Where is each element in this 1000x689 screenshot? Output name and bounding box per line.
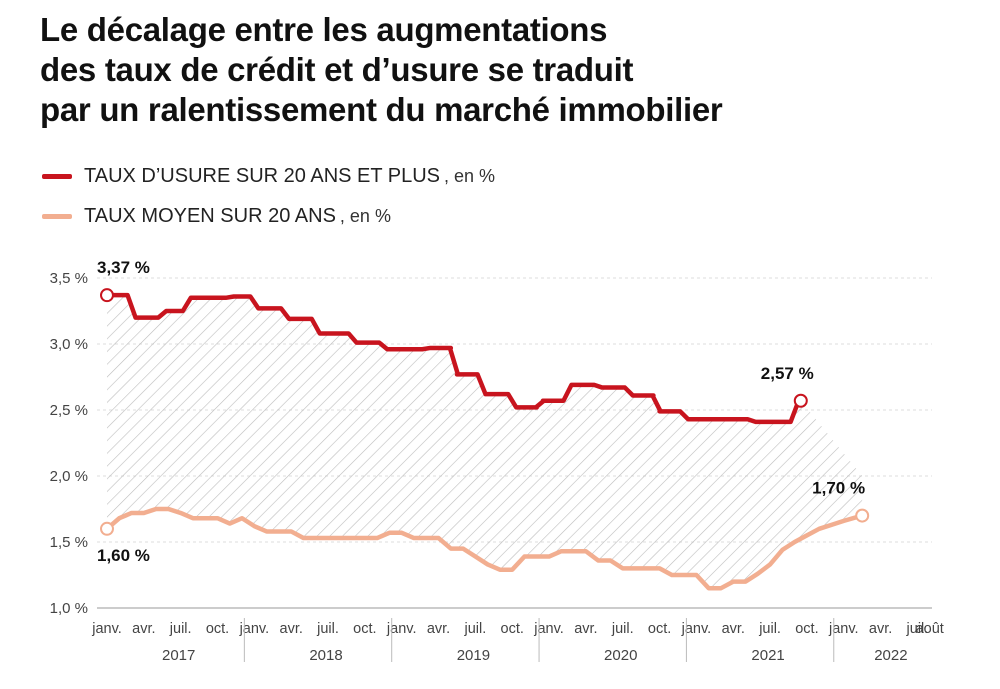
x-tick-label: janv. [386,621,417,637]
endpoint-marker [793,393,808,408]
x-tick-label: juil. [758,621,781,637]
x-tick-label: avr. [427,621,450,637]
x-tick-label: avr. [280,621,303,637]
x-tick-label: avr. [132,621,155,637]
y-tick-label: 1,0 % [50,600,88,617]
series-line-moyen [104,506,865,591]
y-tick-label: 3,0 % [50,336,88,353]
x-tick-label: janv. [681,621,712,637]
chart-legend: TAUX D’USURE SUR 20 ANS ET PLUS , en % T… [42,156,495,236]
endpoint-marker [855,508,870,523]
endpoint-marker [100,521,114,536]
x-tick-label: juil. [611,621,634,637]
x-tick-label: oct. [206,621,229,637]
title-line-1: Le décalage entre les augmentations [40,11,608,48]
x-tick-label: janv. [828,621,859,637]
title-line-3: par un ralentissement du marché immobili… [40,91,723,128]
y-tick-label: 2,5 % [50,402,88,419]
data-label: 3,37 % [97,258,150,277]
endpoint-marker [100,288,114,303]
x-tick-label: avr. [722,621,745,637]
year-label: 2022 [874,647,907,664]
year-label: 2019 [457,647,490,664]
legend-item-moyen: TAUX MOYEN SUR 20 ANS , en % [42,196,495,236]
x-tick-label: oct. [648,621,671,637]
x-tick-label: oct. [501,621,524,637]
data-label: 1,60 % [97,546,150,565]
y-tick-label: 2,0 % [50,468,88,485]
x-tick-label: oct. [795,621,818,637]
y-tick-label: 3,5 % [50,270,88,287]
x-tick-label: janv. [533,621,564,637]
y-tick-label: 1,5 % [50,534,88,551]
legend-unit-moyen: , en % [339,205,391,226]
legend-label-usure: TAUX D’USURE SUR 20 ANS ET PLUS [84,164,441,187]
x-tick-label: janv. [239,621,270,637]
series-line-usure [104,292,804,425]
legend-unit-usure: , en % [444,165,496,186]
x-tick-label: juil. [316,621,339,637]
x-tick-label: avr. [574,621,597,637]
x-tick-label: juil. [463,621,486,637]
legend-item-usure: TAUX D’USURE SUR 20 ANS ET PLUS , en % [42,156,495,196]
year-label: 2020 [604,647,637,664]
x-tick-label: avr. [869,621,892,637]
x-tick-label: juil. [169,621,192,637]
year-label: 2021 [751,647,784,664]
title-line-2: des taux de crédit et d’usure se traduit [40,51,634,88]
legend-swatch-moyen [42,213,72,219]
x-tick-label: janv. [91,621,122,637]
spread-area [107,295,863,589]
year-label: 2018 [309,647,342,664]
data-label: 2,57 % [761,364,814,383]
year-label: 2017 [162,647,195,664]
data-label: 1,70 % [812,479,865,498]
chart-title: Le décalage entre les augmentations des … [40,10,940,130]
legend-swatch-usure [42,173,72,179]
x-tick-label: oct. [353,621,376,637]
x-tick-label: juil. [906,621,929,637]
x-tick-label: août [916,621,944,637]
legend-label-moyen: TAUX MOYEN SUR 20 ANS [84,204,336,227]
